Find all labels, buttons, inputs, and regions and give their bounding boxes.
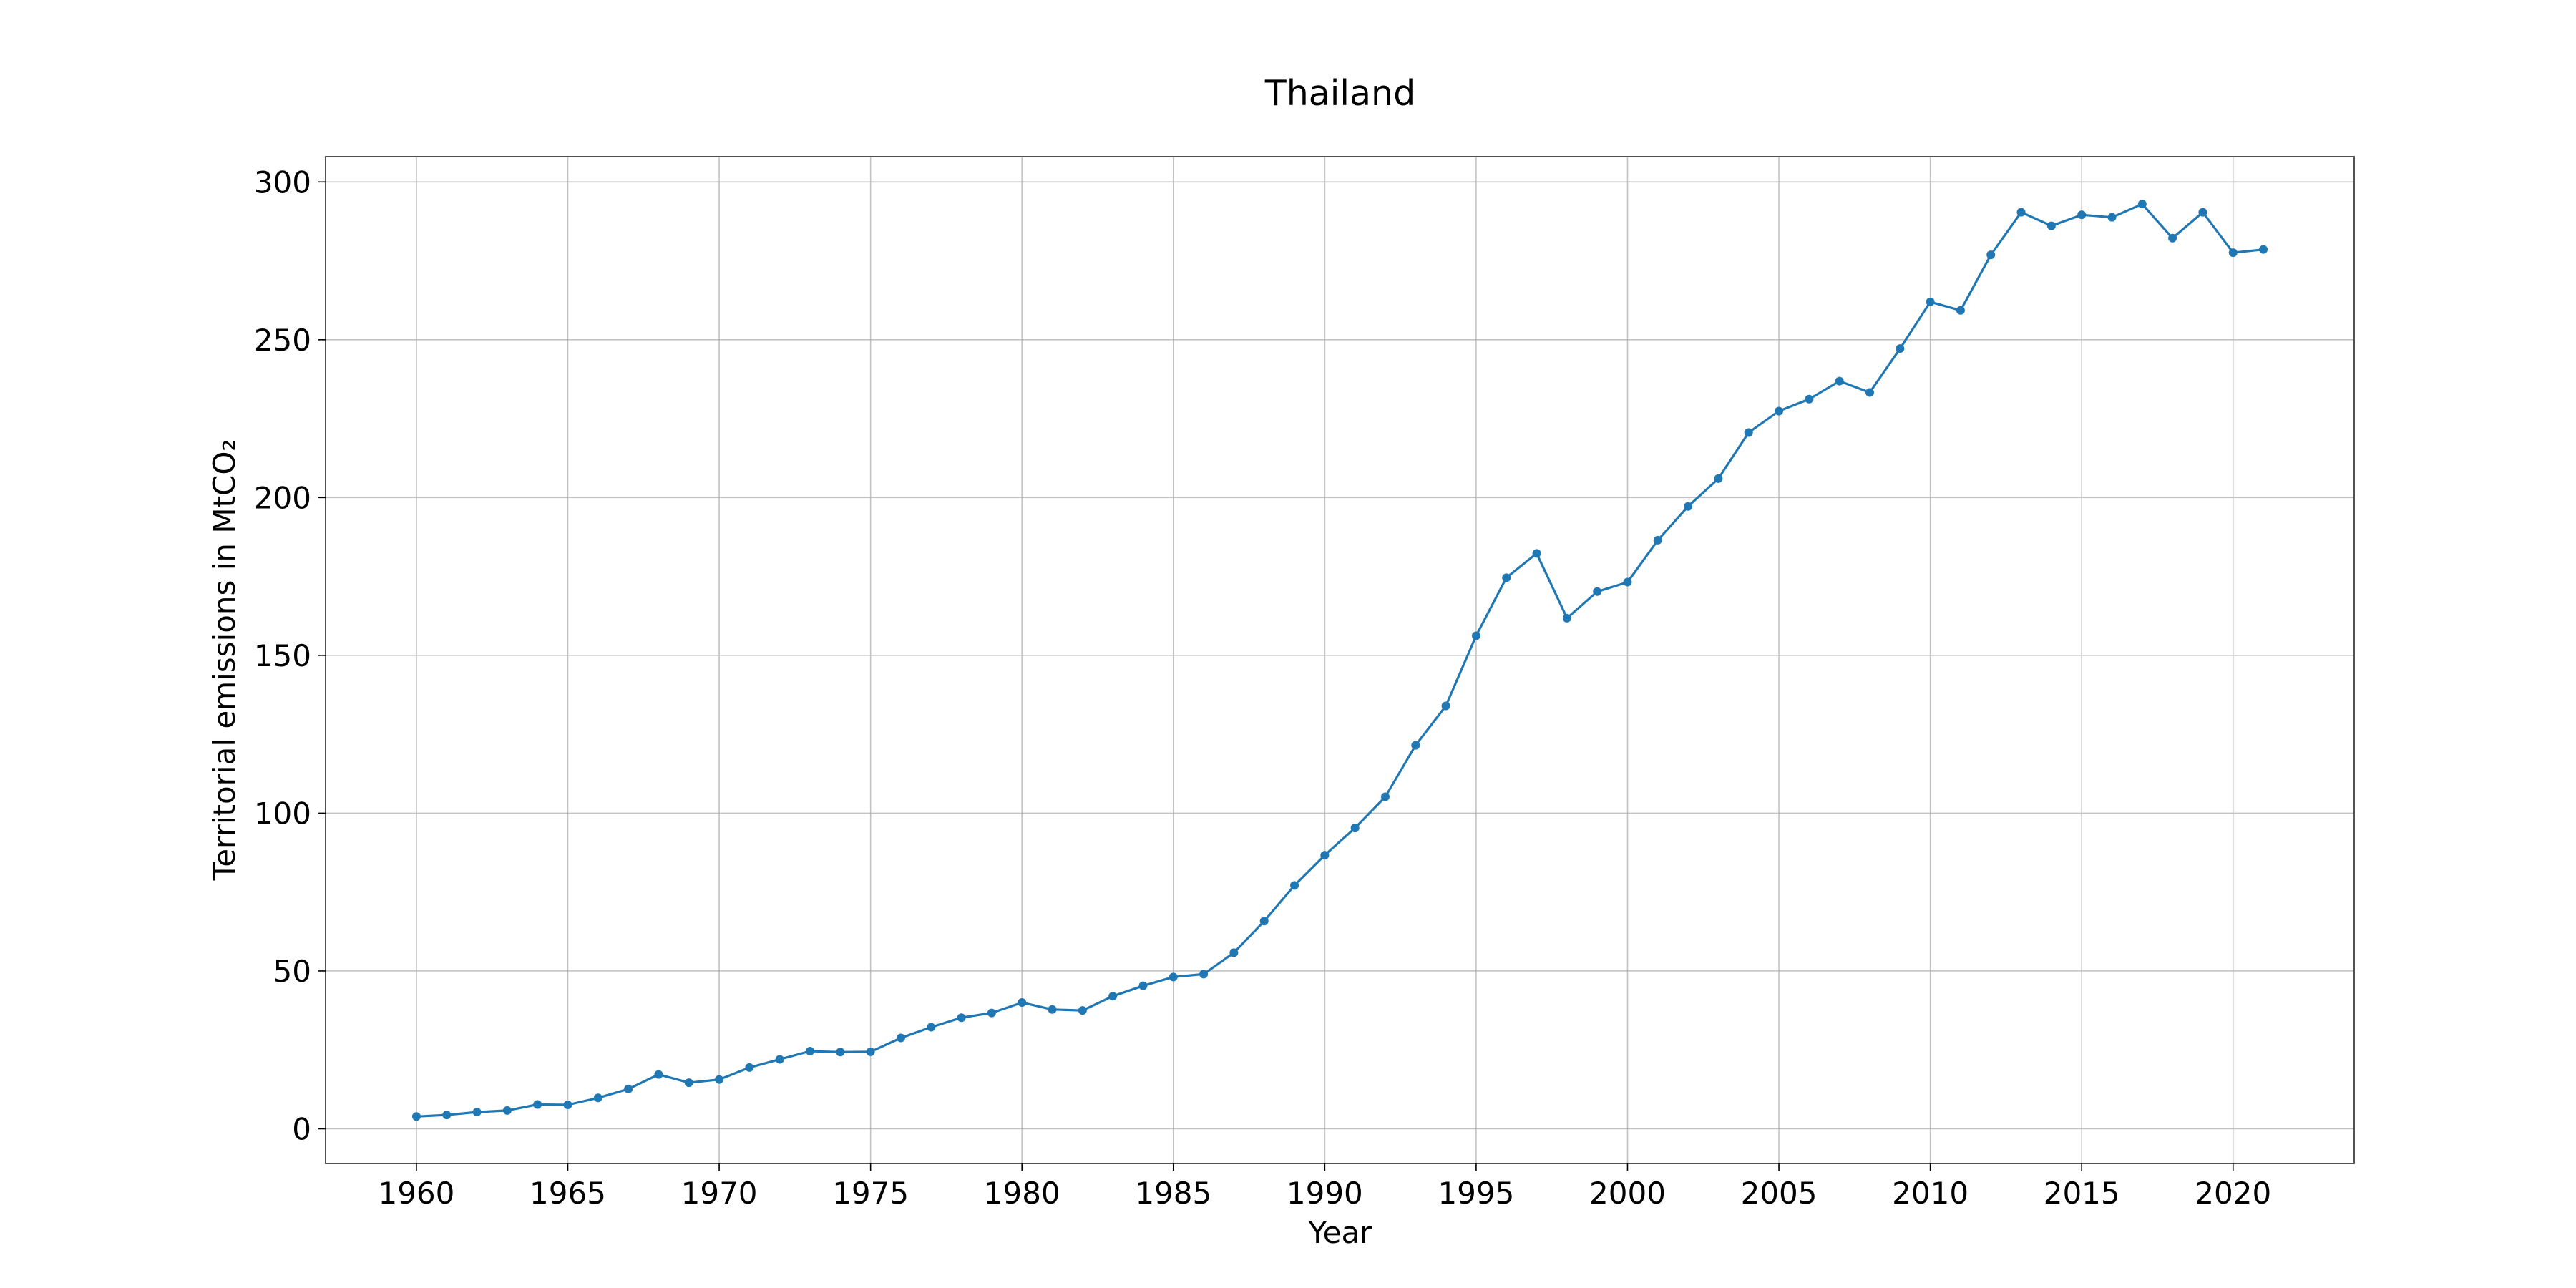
data-point <box>1199 970 1209 979</box>
data-point <box>1835 376 1844 386</box>
data-point <box>836 1048 845 1057</box>
y-tick-label: 200 <box>254 480 311 515</box>
data-point <box>775 1055 784 1064</box>
data-point <box>533 1100 542 1109</box>
data-point <box>745 1063 754 1072</box>
x-tick-label: 1980 <box>984 1176 1060 1211</box>
data-point <box>1593 587 1602 596</box>
data-point <box>1926 297 1935 306</box>
x-tick-label: 1985 <box>1135 1176 1211 1211</box>
x-tick-label: 2010 <box>1892 1176 1968 1211</box>
x-tick-label: 1965 <box>530 1176 606 1211</box>
data-point <box>2228 248 2238 258</box>
data-point <box>2168 233 2177 243</box>
data-point <box>1744 428 1753 437</box>
data-point <box>1259 917 1269 926</box>
data-point <box>1411 741 1420 750</box>
data-point <box>1562 613 1571 623</box>
data-point <box>2137 200 2147 209</box>
data-series <box>411 200 2268 1121</box>
data-point <box>442 1111 452 1120</box>
data-point <box>1441 701 1450 711</box>
data-point <box>1532 549 1541 558</box>
data-point <box>1018 998 1027 1008</box>
y-tick-label: 0 <box>292 1111 311 1146</box>
series-line <box>416 203 2264 1118</box>
data-point <box>1775 406 1784 416</box>
data-point <box>1502 573 1511 582</box>
data-point <box>957 1013 966 1023</box>
x-tick-label: 1970 <box>681 1176 758 1211</box>
data-point <box>1653 535 1662 545</box>
data-point <box>2046 221 2056 230</box>
data-point <box>1138 981 1148 990</box>
data-point <box>1078 1006 1087 1015</box>
data-point <box>1290 881 1299 890</box>
data-point <box>1986 250 1996 260</box>
data-point <box>715 1075 724 1084</box>
data-point <box>2016 208 2026 217</box>
x-tick-label: 1995 <box>1438 1176 1514 1211</box>
x-tick-label: 2020 <box>2195 1176 2271 1211</box>
y-axis-label: Territorial emissions in MtCO₂ <box>207 439 242 882</box>
x-tick-label: 2015 <box>2044 1176 2120 1211</box>
data-point <box>624 1084 633 1093</box>
data-point <box>866 1047 875 1056</box>
data-point <box>2198 208 2207 217</box>
data-point <box>563 1100 572 1109</box>
data-point <box>1896 344 1905 353</box>
data-point <box>2107 213 2117 222</box>
data-point <box>1169 972 1178 982</box>
data-point <box>684 1078 693 1088</box>
data-point <box>502 1106 512 1115</box>
x-tick-label: 2005 <box>1741 1176 1818 1211</box>
data-point <box>1471 631 1480 640</box>
y-tick-label: 100 <box>254 796 311 831</box>
data-point <box>987 1008 996 1018</box>
y-tick-label: 250 <box>254 323 311 358</box>
y-tick-label: 50 <box>273 954 311 989</box>
x-tick-label: 2000 <box>1589 1176 1666 1211</box>
data-point <box>472 1108 482 1117</box>
tick-layer: 1960 1965 1970 1975 1980 1985 1990 1995 2000 2005… <box>254 165 2271 1211</box>
y-tick-label: 300 <box>254 165 311 200</box>
data-point <box>1048 1005 1057 1014</box>
x-axis-label: Year <box>1308 1215 1373 1250</box>
data-point <box>1805 394 1814 404</box>
data-point <box>896 1033 905 1043</box>
data-point <box>593 1093 602 1103</box>
data-point <box>654 1070 663 1079</box>
data-point <box>1684 502 1693 511</box>
data-point <box>806 1046 815 1055</box>
grid-layer <box>326 157 2354 1163</box>
data-point <box>1229 948 1239 957</box>
plot-frame <box>325 156 2355 1164</box>
data-point <box>1380 792 1390 801</box>
data-point <box>1956 306 1965 315</box>
data-point <box>2259 245 2268 254</box>
data-point <box>1865 388 1874 397</box>
data-point <box>411 1112 421 1121</box>
data-point <box>1108 992 1118 1001</box>
data-point <box>1320 851 1330 860</box>
data-point <box>927 1023 936 1032</box>
x-tick-label: 1990 <box>1287 1176 1363 1211</box>
data-point <box>1714 474 1723 483</box>
x-tick-label: 1975 <box>832 1176 909 1211</box>
data-point <box>1350 824 1360 833</box>
data-point <box>1623 577 1632 587</box>
chart-title: Thailand <box>1264 73 1415 114</box>
x-tick-label: 1960 <box>378 1176 454 1211</box>
y-tick-label: 150 <box>254 638 311 673</box>
data-point <box>2077 210 2087 220</box>
